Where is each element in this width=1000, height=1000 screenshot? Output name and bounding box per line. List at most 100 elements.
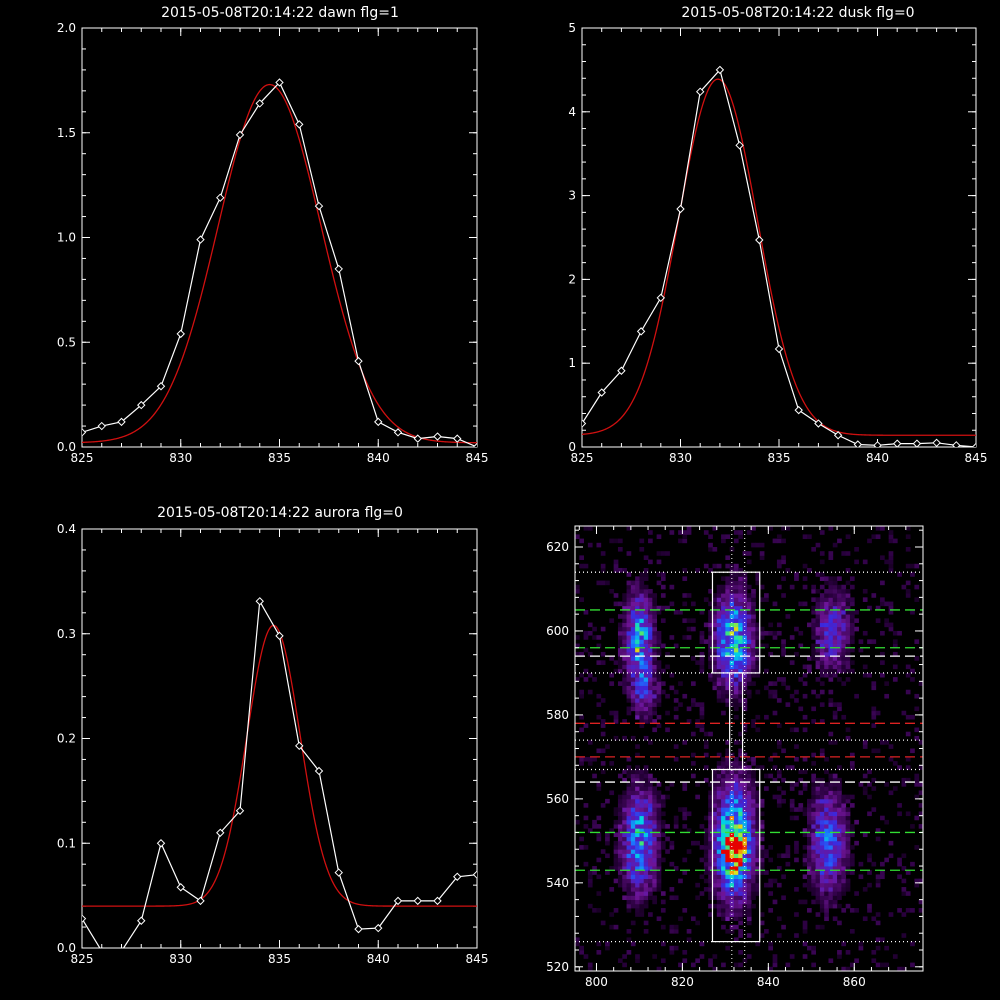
heatmap-cell (733, 660, 739, 665)
heatmap-cell (622, 735, 627, 741)
heatmap-cell (738, 593, 743, 598)
heatmap-cell (626, 656, 632, 661)
heatmap-cell (849, 832, 855, 838)
heatmap-cell (725, 895, 731, 901)
heatmap-cell (639, 609, 645, 615)
heatmap-cell (841, 609, 847, 615)
heatmap-cell (837, 870, 842, 875)
heatmap-cell (725, 580, 731, 586)
heatmap-cell (643, 584, 649, 590)
heatmap-cell (643, 601, 649, 607)
data-point-diamond (100, 946, 103, 948)
heatmap-cell (617, 773, 623, 779)
heatmap-cell (626, 828, 632, 833)
heatmap-cell (849, 845, 855, 850)
heatmap-cell (716, 819, 722, 825)
y-tick-label: 4 (568, 105, 576, 119)
heatmap-cell (768, 773, 774, 779)
heatmap-cell (841, 824, 847, 829)
heatmap-cell (742, 643, 748, 649)
heatmap-cell (755, 660, 761, 665)
heatmap-cell (914, 773, 920, 779)
heatmap-cell (733, 605, 739, 611)
heatmap-cell (772, 752, 778, 758)
heatmap-cell (845, 853, 851, 859)
heatmap-cell (742, 870, 748, 875)
data-point-diamond (120, 946, 123, 948)
heatmap-cell (652, 698, 658, 703)
heatmap-cell (708, 534, 713, 539)
heatmap-cell (639, 845, 645, 850)
heatmap-cell (630, 769, 636, 775)
heatmap-cell (755, 668, 761, 674)
heatmap-cell (721, 853, 726, 859)
heatmap-cell (824, 790, 829, 796)
heatmap-cell (592, 824, 597, 829)
heatmap-cell (746, 903, 752, 909)
heatmap-cell (639, 903, 645, 909)
heatmap-cell (918, 790, 924, 796)
heatmap-cell (729, 622, 735, 628)
heatmap-cell (751, 593, 756, 598)
heatmap-cell (841, 815, 847, 821)
heatmap-cell (699, 660, 705, 665)
heatmap-cell (819, 559, 825, 565)
heatmap-cell (824, 807, 829, 812)
heatmap-cell (888, 744, 894, 749)
heatmap-cell (815, 912, 821, 917)
heatmap-cell (630, 790, 636, 796)
heatmap-cell (721, 639, 726, 644)
heatmap-cell (639, 832, 645, 838)
heatmap-cell (746, 618, 752, 623)
heatmap-cell (824, 672, 829, 678)
heatmap-cell (600, 761, 606, 766)
data-point-diamond (196, 235, 205, 244)
heatmap-cell (811, 651, 816, 657)
heatmap-cell (776, 803, 782, 808)
heatmap-cell (849, 609, 855, 615)
heatmap-cell (648, 840, 653, 846)
heatmap-cell (626, 798, 632, 804)
heatmap-cell (746, 559, 752, 565)
heatmap-cell (802, 714, 808, 720)
heatmap-cell (721, 765, 726, 770)
heatmap-cell (841, 866, 847, 871)
heatmap-cell (738, 916, 743, 922)
heatmap-cell (845, 819, 851, 825)
heatmap-cell (837, 588, 842, 594)
heatmap-cell (733, 845, 739, 850)
heatmap-cell (613, 840, 619, 846)
heatmap-cell (656, 824, 662, 829)
heatmap-cell (712, 635, 718, 640)
heatmap-cell (901, 584, 907, 590)
heatmap-cell (910, 677, 915, 682)
heatmap-cell (721, 857, 726, 863)
heatmap-cell (776, 786, 782, 791)
heatmap-cell (725, 908, 731, 913)
heatmap-cell (703, 530, 709, 535)
heatmap-cell (824, 588, 829, 594)
heatmap-cell (837, 845, 842, 850)
heatmap-cell (725, 534, 731, 539)
heatmap-cell (897, 966, 902, 972)
heatmap-cell (639, 605, 645, 611)
heatmap-cell (609, 924, 615, 930)
heatmap-cell (733, 937, 739, 943)
heatmap-cell (849, 853, 855, 859)
heatmap-cell (837, 677, 842, 682)
heatmap-cell (897, 765, 902, 770)
heatmap-cell (716, 622, 722, 628)
heatmap-cell (755, 727, 761, 733)
heatmap-cell (617, 538, 623, 544)
heatmap-cell (751, 668, 756, 674)
heatmap-cell (617, 664, 623, 670)
heatmap-cell (733, 563, 739, 569)
heatmap-cell (725, 651, 731, 657)
heatmap-cell (733, 807, 739, 812)
heatmap-cell (888, 530, 894, 535)
heatmap-cell (910, 748, 915, 754)
heatmap-cell (639, 853, 645, 859)
heatmap-cell (751, 656, 756, 661)
heatmap-cell (901, 878, 907, 884)
heatmap-cell (828, 526, 834, 531)
